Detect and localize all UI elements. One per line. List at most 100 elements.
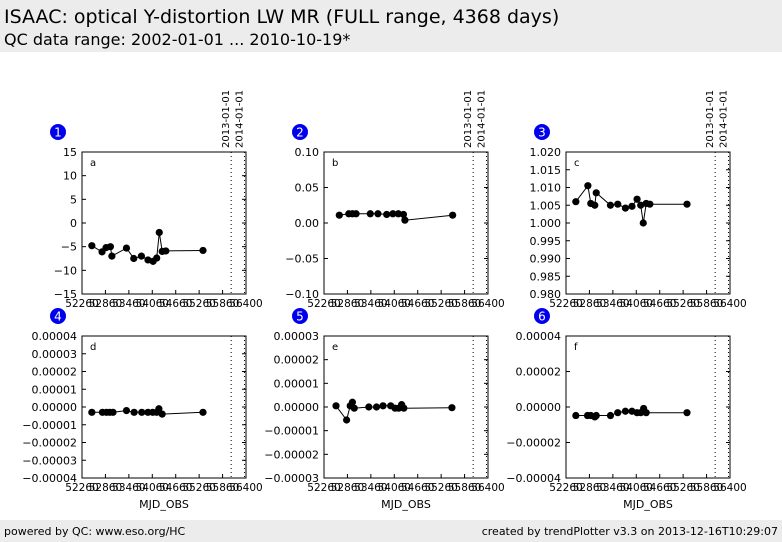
data-point xyxy=(621,407,630,415)
y-tick-label: 0.00004 xyxy=(516,330,562,343)
y-tick-label: −0.00001 xyxy=(264,425,319,438)
data-point xyxy=(606,411,615,420)
data-point xyxy=(614,200,622,208)
plot-number-badge xyxy=(534,308,550,324)
plot-number-label: 5 xyxy=(296,310,304,324)
plot-number-label: 4 xyxy=(54,310,62,324)
y-tick-label: 0.00 xyxy=(295,217,320,230)
y-tick-label: 0.990 xyxy=(530,253,562,266)
data-point xyxy=(379,402,387,410)
subplot-2: 2013-01-01 2014-01-01 0.10 0.05 0.00 −0.05 −0.… xyxy=(285,90,504,310)
y-tick-label: 15 xyxy=(63,146,77,159)
x-tick-label: 54660 xyxy=(159,298,192,310)
data-point xyxy=(130,408,138,416)
y-tick-label: −0.00002 xyxy=(506,437,561,450)
data-point xyxy=(158,410,166,418)
plot-number-label: 3 xyxy=(538,126,546,140)
data-point xyxy=(153,254,161,262)
y-tick-label: 0.10 xyxy=(295,146,320,159)
x-tick-label: 54060 xyxy=(378,298,411,310)
x-tick-label: 54660 xyxy=(401,298,434,310)
data-point xyxy=(335,211,343,219)
x-tick-label: 56400 xyxy=(713,482,746,494)
panel-letter: a xyxy=(90,158,96,169)
data-point xyxy=(372,403,381,411)
plot-number-label: 6 xyxy=(538,310,546,324)
data-point xyxy=(592,411,600,420)
data-point xyxy=(401,216,409,224)
x-tick-label: 55860 xyxy=(448,298,481,310)
data-point xyxy=(383,210,391,219)
y-tick-label: −0.05 xyxy=(285,253,319,266)
data-point xyxy=(162,247,170,255)
data-point xyxy=(633,195,641,203)
y-tick-label: 0.00000 xyxy=(32,401,78,414)
data-point xyxy=(646,200,654,208)
data-point xyxy=(591,201,599,209)
y-tick-label: −0.00001 xyxy=(22,419,77,432)
x-axis-label: MJD_OBS xyxy=(381,498,431,511)
data-point xyxy=(199,246,207,255)
x-tick-label: 56400 xyxy=(471,482,504,494)
x-tick-label: 52260 xyxy=(65,298,98,310)
y-tick-label: 0.05 xyxy=(295,182,320,195)
x-tick-label: 55860 xyxy=(206,298,239,310)
x-tick-label: 54060 xyxy=(620,298,653,310)
year-marker-label: 2014-01-01 xyxy=(718,90,729,148)
data-point xyxy=(108,252,116,260)
x-tick-label: 55860 xyxy=(206,482,239,494)
x-tick-label: 52260 xyxy=(549,298,582,310)
x-tick-label: 54060 xyxy=(620,482,653,494)
x-tick-label: 53460 xyxy=(596,482,629,494)
x-tick-label: 53460 xyxy=(354,482,387,494)
y-tick-label: 0.00002 xyxy=(516,366,562,379)
y-tick-label: 1.020 xyxy=(530,146,562,159)
data-point xyxy=(348,398,357,406)
data-point xyxy=(572,411,580,420)
x-tick-label: 55260 xyxy=(424,298,457,310)
y-tick-label: −0.10 xyxy=(285,288,319,301)
data-point xyxy=(365,403,373,411)
data-point xyxy=(88,242,96,250)
data-point xyxy=(88,408,96,416)
data-point xyxy=(352,210,360,218)
y-tick-label: 0.00004 xyxy=(32,330,78,343)
data-point xyxy=(399,210,408,219)
data-point xyxy=(642,409,650,417)
y-tick-label: 0.00003 xyxy=(32,348,78,361)
data-point xyxy=(592,189,600,197)
x-tick-label: 54660 xyxy=(643,298,676,310)
y-tick-label: 0.00002 xyxy=(274,354,320,367)
x-tick-label: 55260 xyxy=(182,298,215,310)
y-tick-label: −0.00002 xyxy=(22,437,77,450)
x-tick-label: 52260 xyxy=(307,298,340,310)
x-tick-label: 54660 xyxy=(159,482,192,494)
y-tick-label: 1.000 xyxy=(530,217,562,230)
x-tick-label: 55260 xyxy=(424,482,457,494)
x-tick-label: 54060 xyxy=(136,482,169,494)
y-tick-label: −0.00004 xyxy=(506,472,561,485)
y-tick-label: 0.980 xyxy=(530,288,562,301)
panel-letter: b xyxy=(332,158,338,169)
y-tick-label: 0.00000 xyxy=(516,401,562,414)
data-point xyxy=(639,219,647,227)
data-point xyxy=(332,402,340,410)
data-point xyxy=(606,201,615,209)
y-tick-label: 0.00001 xyxy=(274,377,320,390)
data-point xyxy=(449,211,457,219)
data-point xyxy=(109,408,117,416)
x-tick-label: 53460 xyxy=(112,482,145,494)
x-tick-label: 53460 xyxy=(112,298,145,310)
data-point xyxy=(614,409,622,417)
y-tick-label: 10 xyxy=(63,170,77,183)
plot-number-badge xyxy=(292,308,308,324)
y-tick-label: −0.00004 xyxy=(22,472,77,485)
year-marker-label: 2013-01-01 xyxy=(221,90,232,148)
x-tick-label: 56400 xyxy=(229,298,262,310)
data-point xyxy=(374,210,382,218)
x-tick-label: 56400 xyxy=(229,482,262,494)
x-tick-label: 55860 xyxy=(690,482,723,494)
x-tick-label: 52260 xyxy=(65,482,98,494)
plot-number-label: 1 xyxy=(54,126,62,140)
panel-letter: d xyxy=(90,342,96,353)
